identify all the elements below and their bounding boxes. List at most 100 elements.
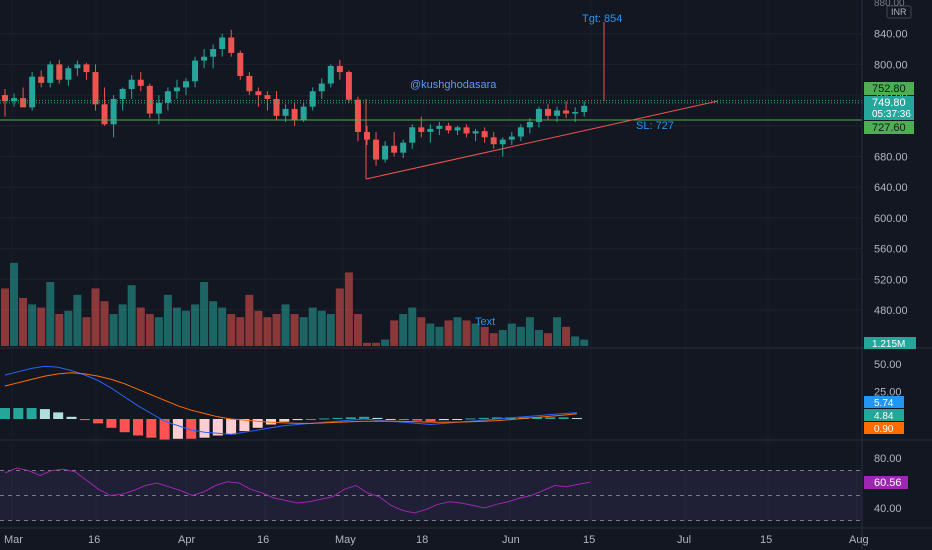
volume-bar [263,317,272,346]
volume-bar [236,317,245,346]
candle-body [535,108,542,122]
macd-histogram-bar [159,419,170,440]
candle-body [409,127,416,143]
tag-signal: 4.84 [874,411,894,422]
candle-body [291,108,298,120]
macd-histogram-bar [239,419,250,432]
macd-histogram-bar [186,419,197,439]
candle-body [318,83,325,92]
candle-body [47,64,54,83]
macd-histogram-bar [226,419,237,435]
rsi-pane [0,467,862,521]
volume-bar [525,317,534,346]
macd-histogram-bar [172,419,183,439]
price-tick-label: 560.00 [874,244,908,256]
rsi-line [4,467,591,514]
time-tick-label: Aug [849,534,869,546]
macd-histogram-bar [13,408,24,419]
candle-body [382,145,389,160]
candle-body [20,98,27,108]
volume-bar [399,314,408,346]
candle-body [373,139,380,160]
volume-bar [245,294,254,346]
volume-bar [408,307,417,346]
volume-bar [462,320,471,346]
volume-bar [353,314,362,346]
macd-histogram-bar [26,408,37,419]
time-axis[interactable]: Mar 16 Apr 16 May 18 Jun 15 Jul 15 Aug [4,534,869,546]
tag-low-line: 727.60 [872,122,906,134]
macd-histogram-bar [66,416,77,419]
candle-body [246,75,253,92]
macd-histogram-bar [359,416,370,419]
macd-histogram-bar [532,417,542,419]
price-tick-label: 840.00 [874,29,908,41]
candle-body [391,145,398,153]
tag-histogram-bg [864,422,904,434]
volume-bar [299,317,308,346]
price-tick-label: 800.00 [874,59,908,71]
candle-body [119,88,126,99]
price-tick-label: 600.00 [874,213,908,225]
macd-histogram-bar [0,408,10,419]
macd-histogram-bar [252,419,263,428]
macd-line [4,365,577,435]
volume-bars [1,262,589,346]
volume-bar [100,301,109,346]
candle-body [29,76,36,108]
rsi-tick-label: 80.00 [874,453,902,465]
currency-badge[interactable] [886,5,912,19]
volume-bar [480,326,489,346]
candle-body [545,108,551,116]
candle-body [210,49,217,57]
tag-last-price: 749.80 [872,97,906,109]
candle-body [400,142,407,153]
signal-line [4,372,577,424]
volume-bar [426,323,435,346]
volume-bar [326,314,335,346]
candle-body [454,127,461,131]
stop-loss-annotation[interactable]: SL: 727 [636,120,674,132]
time-tick-label: Mar [4,534,23,546]
candle-body [481,131,488,138]
volume-text-annotation[interactable]: Text [475,316,495,328]
volume-bar [290,314,299,346]
volume-bar [308,307,317,346]
volume-bar [163,294,172,346]
volume-bar [218,307,227,346]
volume-bar [46,282,55,346]
candle-body [264,95,271,99]
volume-bar [64,310,73,346]
candle-body [327,65,334,84]
volume-bar [534,330,543,346]
time-tick-label: 15 [760,534,772,546]
top-price-label: 880.00 [874,0,905,9]
tag-histogram: 0.90 [874,424,894,435]
volume-bar [381,339,390,346]
candle-body [228,37,235,53]
macd-histogram-bar [332,417,343,419]
tag-high-line: 752.80 [872,83,906,95]
candle-body [56,64,63,80]
price-axis[interactable]: 840.00800.00760.00720.00680.00640.00600.… [874,29,908,515]
candle-body [499,139,506,145]
candle-body [427,128,434,132]
candle-body [300,106,307,120]
candle-body [11,98,18,102]
volume-bar [281,304,290,346]
volume-bar [145,314,154,346]
candle-body [563,110,570,114]
volume-bar [209,301,218,346]
target-annotation[interactable]: Tgt: 854 [582,13,622,25]
volume-bar [471,323,480,346]
macd-histogram-bar [465,418,476,420]
volume-bar [435,326,444,346]
candle-body [364,131,370,140]
macd-pane [0,365,582,440]
tag-high-line-bg [864,82,914,95]
rsi-band [0,470,862,521]
candle-body [192,60,199,82]
volume-bar [118,304,127,346]
volume-bar [172,307,181,346]
